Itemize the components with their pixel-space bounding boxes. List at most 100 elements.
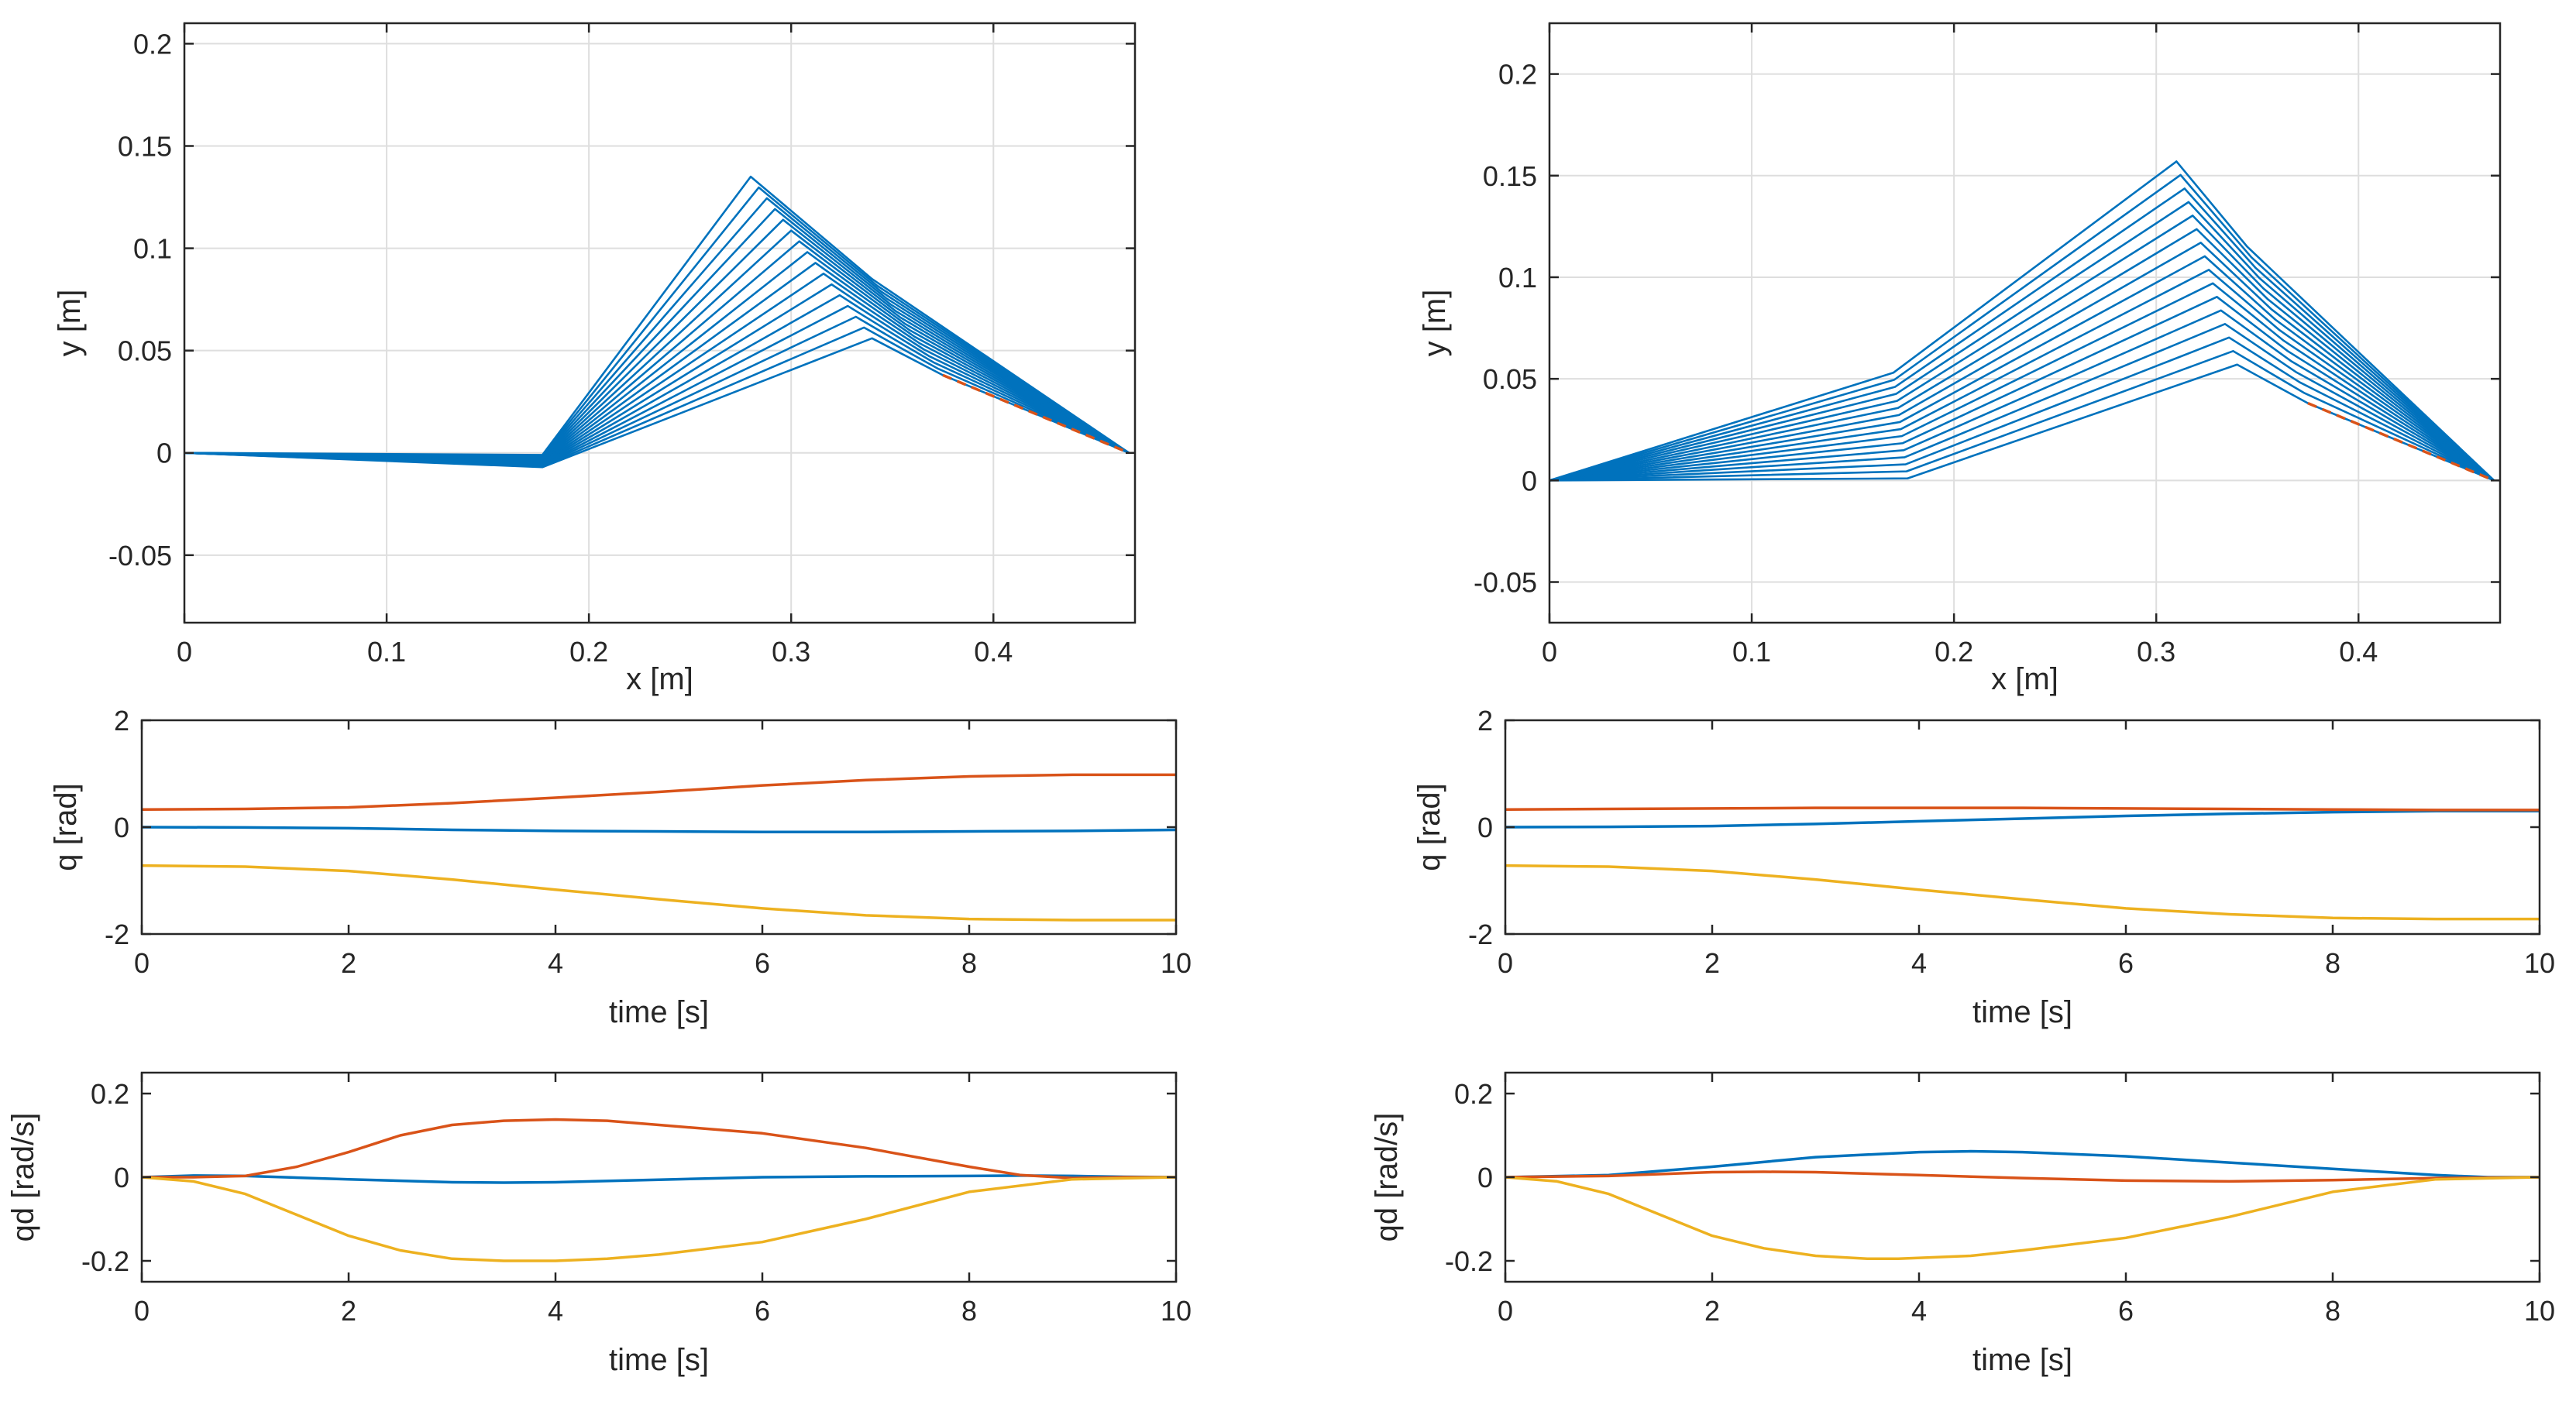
x-tick-label: 0	[134, 947, 150, 979]
chart-arm-left: 0 0.1 0.2 0.3 0.4 -0.05 0 0.05 0.1 0.15 0.2 x [m] y …	[53, 22, 1137, 696]
y-tick-label: 0.15	[118, 130, 172, 162]
series-line-qd3	[142, 1176, 1176, 1262]
y-axis-label: qd [rad/s]	[6, 1113, 40, 1242]
y-tick-label: 0.2	[91, 1078, 129, 1110]
series-line-q2	[1505, 806, 2540, 812]
arm-config-line	[1549, 173, 2495, 482]
x-tick-label: 2	[341, 947, 356, 979]
x-tick-label: 2	[341, 1295, 356, 1327]
x-tick-label: 0	[134, 1295, 150, 1327]
x-tick-label: 2	[1704, 947, 1720, 979]
axes-frame	[1548, 22, 2502, 624]
x-tick-label: 0	[1498, 1295, 1513, 1327]
arm-config-line	[184, 175, 1130, 456]
x-tick-label: 0.2	[569, 636, 608, 668]
x-axis-label: x [m]	[1991, 662, 2058, 696]
plot-area	[1505, 806, 2540, 921]
y-tick-label: 2	[1477, 705, 1493, 737]
arm-config-line	[1549, 269, 2495, 482]
x-axis-label: time [s]	[609, 1343, 709, 1377]
x-tick-label: 0	[1542, 636, 1557, 668]
x-tick-label: 10	[2524, 1295, 2555, 1327]
arm-config-line	[1549, 323, 2495, 482]
y-tick-label: 0	[1477, 812, 1493, 843]
series-line-q3	[142, 864, 1176, 922]
series-line-q2	[142, 773, 1176, 811]
x-axis-label: time [s]	[1972, 995, 2072, 1029]
arm-config-line	[1549, 282, 2495, 482]
x-tick-label: 4	[548, 947, 563, 979]
x-tick-label: 0.4	[974, 636, 1013, 668]
y-tick-label: 0	[114, 812, 129, 843]
y-axis-label: q [rad]	[1412, 783, 1446, 871]
x-tick-label: 0	[177, 636, 192, 668]
x-axis-label: x [m]	[626, 662, 693, 696]
series-line-qd1	[1505, 1149, 2540, 1179]
series-line-qd2	[1505, 1170, 2540, 1183]
arm-config-line	[1549, 296, 2495, 482]
plot-area	[142, 773, 1176, 922]
axes-frame	[183, 22, 1137, 624]
reference-line	[942, 373, 1130, 455]
y-tick-label: 0	[114, 1162, 129, 1193]
x-tick-label: 10	[1161, 947, 1192, 979]
x-tick-label: 10	[1161, 1295, 1192, 1327]
series-line-qd3	[1505, 1176, 2540, 1261]
y-tick-label: 0.2	[133, 28, 172, 60]
x-tick-label: 8	[2325, 947, 2340, 979]
arm-config-line	[1549, 160, 2495, 482]
x-tick-label: 6	[755, 1295, 770, 1327]
x-tick-label: 0.2	[1935, 636, 1973, 668]
y-axis-label: q [rad]	[49, 783, 83, 871]
y-tick-label: -2	[105, 919, 129, 950]
x-tick-label: 2	[1704, 1295, 1720, 1327]
x-tick-label: 0.4	[2339, 636, 2378, 668]
x-tick-label: 4	[1911, 1295, 1927, 1327]
y-tick-label: 0.05	[1483, 363, 1537, 395]
y-tick-label: 0.15	[1483, 160, 1537, 192]
arm-config-line	[1549, 255, 2495, 482]
x-axis-label: time [s]	[609, 995, 709, 1029]
plot-area	[184, 175, 1130, 469]
y-tick-label: 0	[1477, 1162, 1493, 1193]
arm-config-line	[1549, 201, 2495, 482]
arm-config-line	[1549, 336, 2495, 482]
x-tick-label: 8	[961, 947, 977, 979]
arm-config-line	[1549, 309, 2495, 482]
y-tick-label: -0.05	[1474, 567, 1537, 599]
y-tick-label: 0.1	[133, 233, 172, 265]
x-tick-label: 8	[2325, 1295, 2340, 1327]
x-tick-label: 0	[1498, 947, 1513, 979]
plot-area	[142, 1118, 1176, 1262]
x-tick-label: 6	[755, 947, 770, 979]
x-tick-label: 6	[2118, 1295, 2134, 1327]
x-tick-label: 6	[2118, 947, 2134, 979]
y-axis-label: y [m]	[1418, 290, 1452, 357]
x-tick-label: 0.3	[772, 636, 810, 668]
arm-config-line	[1549, 228, 2495, 482]
arm-config-line	[1549, 187, 2495, 482]
chart-arm-right: 0 0.1 0.2 0.3 0.4 -0.05 0 0.05 0.1 0.15 0.2 x [m] y …	[1418, 22, 2502, 696]
y-tick-label: 0.1	[1498, 262, 1537, 294]
y-tick-label: 0.2	[1454, 1078, 1493, 1110]
y-tick-label: -2	[1468, 919, 1493, 950]
x-tick-label: 0.1	[1732, 636, 1771, 668]
y-tick-label: 0	[156, 438, 172, 469]
y-tick-label: -0.2	[81, 1245, 129, 1277]
reference-line	[2307, 402, 2495, 482]
series-line-q3	[1505, 864, 2540, 921]
arm-config-line	[1549, 242, 2495, 482]
y-tick-label: 0.2	[1498, 59, 1537, 91]
x-axis-label: time [s]	[1972, 1343, 2072, 1377]
plot-area	[1505, 1149, 2540, 1261]
y-tick-label: -0.05	[108, 540, 172, 572]
x-tick-label: 4	[1911, 947, 1927, 979]
x-tick-label: 10	[2524, 947, 2555, 979]
y-tick-label: -0.2	[1445, 1245, 1493, 1277]
x-tick-label: 8	[961, 1295, 977, 1327]
series-line-qd2	[142, 1118, 1176, 1180]
series-line-q1	[1505, 809, 2540, 829]
